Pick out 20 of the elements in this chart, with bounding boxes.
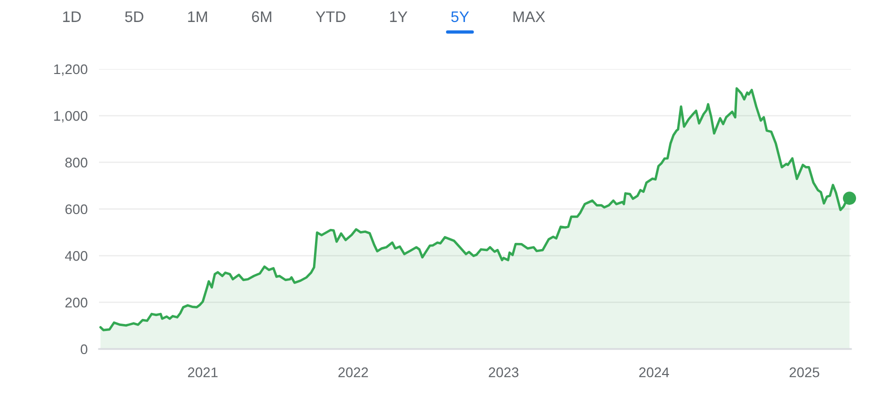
text: 6M: [252, 11, 272, 22]
x-tick-label: 2021: [188, 367, 218, 378]
text: 5D: [125, 11, 144, 22]
y-tick-label: 400: [65, 251, 88, 261]
text: 1Y: [390, 11, 408, 22]
y-tick-label: 1,000: [54, 111, 88, 122]
text: MAX: [514, 11, 546, 22]
x-tick-label: 2022: [338, 367, 368, 378]
text: YTD: [316, 11, 346, 22]
x-tick-label: 2025: [790, 367, 820, 378]
text: 5Y: [451, 11, 469, 22]
text: 1D: [63, 11, 81, 22]
y-tick-label: 800: [65, 158, 88, 168]
x-tick-label: 2024: [639, 367, 670, 378]
y-tick-label: 200: [65, 298, 88, 308]
y-tick-label: 0: [80, 344, 88, 354]
text: 1M: [188, 11, 207, 22]
y-tick-label: 1,200: [54, 64, 88, 76]
y-tick-label: 600: [65, 204, 88, 214]
x-tick-label: 2023: [488, 367, 518, 378]
